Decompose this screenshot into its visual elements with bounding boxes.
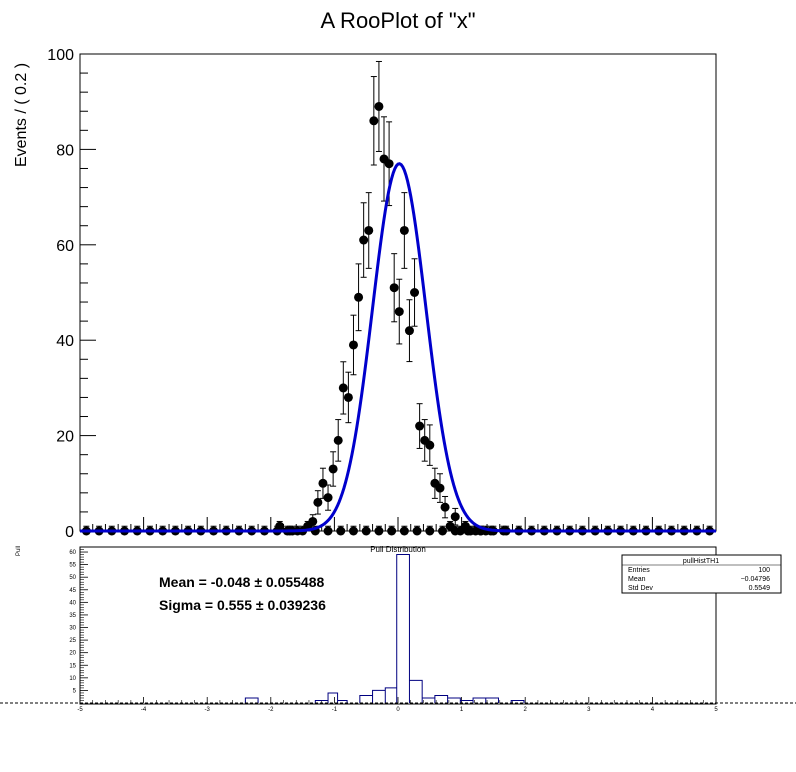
pull-y-tick-label: 5 (73, 688, 77, 694)
y-tick-label: 0 (65, 524, 74, 541)
data-point (389, 283, 399, 293)
data-point (275, 521, 285, 531)
y-tick-label: 100 (47, 47, 74, 64)
pull-x-tick-label: 2 (524, 707, 528, 713)
pull-y-tick-label: 45 (69, 588, 76, 594)
data-point (425, 526, 435, 536)
pull-x-tick-label: 0 (396, 707, 400, 713)
pull-x-tick-label: 1 (460, 707, 464, 713)
data-point (354, 292, 364, 302)
data-point (387, 526, 397, 536)
pull-y-tick-label: 30 (69, 626, 76, 632)
y-tick-label: 60 (56, 238, 74, 255)
data-point (338, 383, 348, 393)
data-point (399, 225, 409, 235)
top-data-points (81, 60, 715, 536)
sigma-annotation: Sigma = 0.555 ± 0.039236 (159, 597, 326, 613)
data-point (440, 502, 450, 512)
data-point (410, 288, 420, 297)
y-tick-label: 40 (56, 333, 74, 350)
y-tick-label: 80 (56, 142, 74, 159)
data-point (374, 101, 384, 111)
data-point (435, 483, 445, 493)
pull-y-tick-label: 35 (69, 613, 76, 619)
pull-x-tick-label: -1 (332, 707, 338, 713)
data-point (343, 392, 353, 402)
data-point (369, 116, 379, 126)
pull-y-tick-label: 10 (69, 676, 76, 682)
y-axis-label: Events / ( 0.2 ) (13, 63, 30, 167)
pull-y-tick-label: 20 (69, 651, 76, 657)
pull-x-tick-label: -5 (77, 707, 83, 713)
mean-annotation: Mean = -0.048 ± 0.055488 (159, 574, 325, 590)
data-point (445, 521, 455, 531)
stats-row-label: Mean (628, 576, 646, 583)
data-point (438, 526, 448, 536)
pull-y-tick-label: 40 (69, 600, 76, 606)
pull-x-tick-label: 3 (587, 707, 591, 713)
pull-y-tick-label: 25 (69, 638, 76, 644)
data-point (425, 440, 435, 450)
data-point (450, 512, 460, 522)
data-point (394, 307, 404, 317)
fit-curve (80, 162, 716, 533)
pull-histogram (244, 554, 525, 703)
pull-x-tick-label: -3 (205, 707, 211, 713)
data-point (333, 435, 343, 445)
data-point (404, 326, 414, 336)
data-point (323, 526, 333, 536)
pull-x-tick-label: 4 (651, 707, 655, 713)
data-point (308, 516, 318, 526)
stats-row-label: Std Dev (628, 585, 653, 592)
data-point (415, 421, 425, 431)
data-point (348, 340, 358, 350)
y-tick-label: 20 (56, 429, 74, 446)
pull-y-tick-label: 55 (69, 563, 76, 569)
stats-row-value: 100 (758, 567, 770, 574)
data-point (374, 526, 384, 536)
top-plot-frame (79, 53, 717, 532)
pull-x-tick-label: 5 (714, 707, 718, 713)
pull-x-tick-label: -4 (141, 707, 147, 713)
pull-y-tick-label: 60 (69, 550, 76, 556)
pull-y-label: Pull (16, 546, 22, 556)
data-point (361, 526, 371, 536)
data-point (348, 526, 358, 536)
data-point (384, 159, 394, 169)
data-point (328, 464, 338, 474)
stats-row-value: 0.5549 (749, 585, 771, 592)
data-point (359, 235, 369, 245)
data-point (336, 526, 346, 536)
stats-box-name: pullHistTH1 (683, 558, 719, 565)
pull-y-tick-label: 50 (69, 575, 76, 581)
stats-row-label: Entries (628, 567, 650, 574)
pull-title: Pull Distribution (370, 545, 426, 554)
chart-title: A RooPlot of "x" (320, 8, 475, 33)
data-point (318, 478, 328, 488)
stats-box-frame (621, 554, 782, 594)
pull-plot-frame (79, 546, 717, 705)
stats-row-value: −0.04796 (741, 576, 770, 583)
top-axes: 0 20 40 60 80 100 (47, 47, 717, 541)
data-point (323, 493, 333, 503)
stats-box: pullHistTH1 Entries 100 Mean −0.04796 St… (621, 554, 782, 594)
data-point (412, 526, 422, 536)
pull-x-tick-label: -2 (268, 707, 274, 713)
data-point (364, 225, 374, 235)
pull-y-tick-label: 15 (69, 663, 76, 669)
data-point (313, 497, 323, 507)
data-point (399, 526, 409, 536)
